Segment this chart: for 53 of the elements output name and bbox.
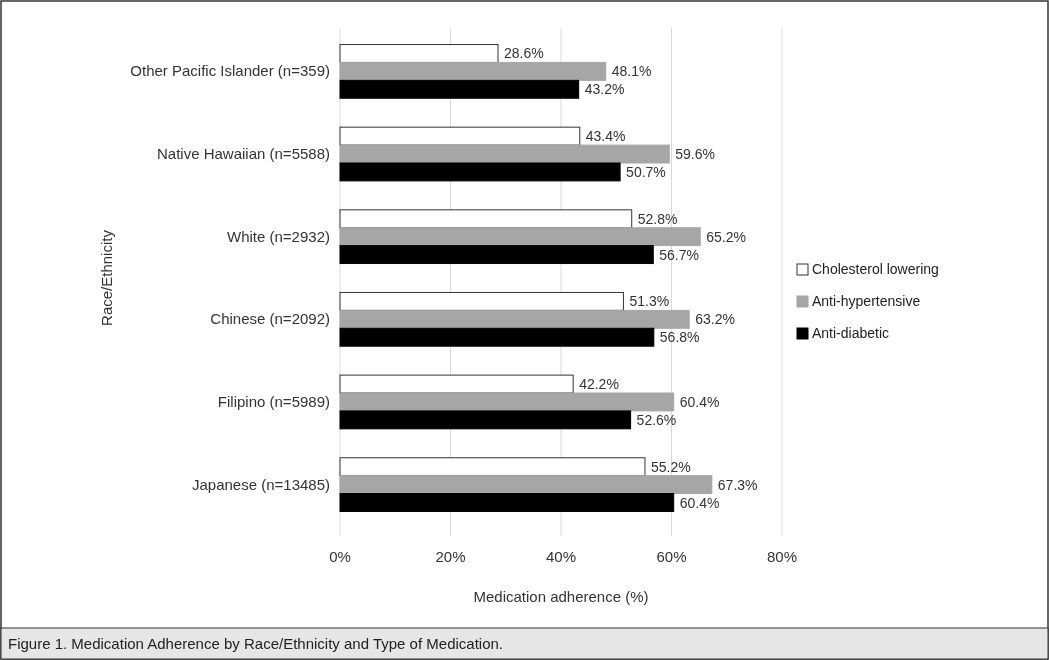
data-label: 51.3% (629, 293, 670, 310)
bar (339, 327, 655, 347)
data-label: 65.2% (706, 228, 746, 245)
y-tick-label: Filipino (n=5989) (217, 392, 330, 410)
x-tick-label: 20% (435, 548, 466, 565)
bar (339, 126, 581, 146)
data-label: 56.8% (659, 329, 700, 346)
data-label: 42.2% (579, 376, 619, 393)
data-label: 43.4% (585, 128, 626, 145)
bar (339, 144, 670, 164)
data-label: 63.2% (695, 311, 735, 328)
x-tick-label: 60% (656, 548, 687, 565)
data-label: 55.2% (650, 458, 691, 475)
x-tick-label: 0% (329, 548, 351, 565)
data-label: 52.6% (636, 411, 677, 428)
bar (339, 44, 499, 63)
data-label: 48.1% (611, 63, 652, 80)
data-label: 52.8% (637, 210, 678, 227)
y-tick-label: Japanese (n=13485) (191, 475, 330, 493)
data-label: 67.3% (717, 476, 758, 493)
legend-label: Cholesterol lowering (812, 261, 939, 277)
legend-label: Anti-diabetic (812, 325, 890, 341)
bar (339, 374, 574, 394)
data-label: 60.4% (679, 393, 720, 410)
bar (339, 162, 621, 182)
caption: Figure 1. Medication Adherence by Race/Ethnicity and Type of Medication. (8, 635, 504, 652)
bar (339, 227, 701, 247)
y-tick-label: Other Pacific Islander (n=359) (130, 62, 330, 80)
legend-label: Anti-hypertensive (812, 293, 921, 309)
data-label: 50.7% (626, 163, 666, 180)
bar (339, 457, 646, 477)
bar (339, 79, 580, 99)
y-tick-label: Native Hawaiian (n=5588) (156, 145, 330, 163)
y-tick-label: Chinese (n=2092) (210, 310, 330, 328)
x-axis-title: Medication adherence (%) (473, 588, 649, 605)
bar (339, 209, 633, 229)
bar (339, 61, 607, 81)
bar (339, 410, 632, 430)
data-label: 56.7% (659, 246, 699, 263)
y-tick-label: White (n=2932) (227, 227, 330, 245)
data-label: 60.4% (679, 494, 720, 511)
y-axis-title: Race/Ethnicity (98, 229, 115, 326)
bar (339, 493, 675, 512)
x-tick-label: 80% (766, 548, 798, 565)
bar (339, 291, 624, 311)
bar (339, 309, 690, 329)
bar (339, 245, 654, 265)
data-label: 28.6% (504, 45, 544, 62)
data-label: 43.2% (584, 81, 625, 98)
bar (339, 392, 675, 412)
bar (339, 475, 713, 495)
data-label: 59.6% (675, 146, 715, 163)
x-tick-label: 40% (545, 548, 577, 565)
